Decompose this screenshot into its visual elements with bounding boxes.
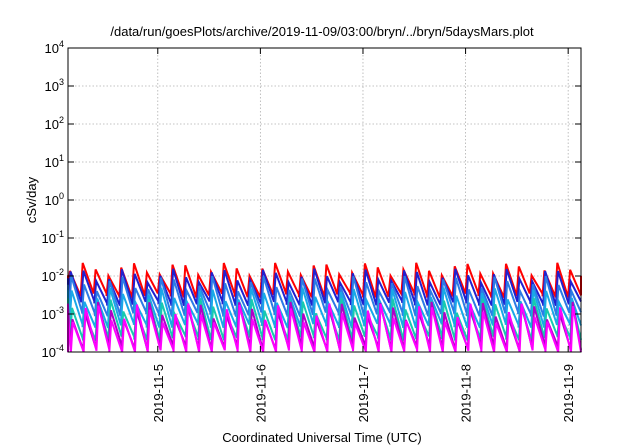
y-axis-label: cSv/day: [24, 176, 39, 223]
y-tick-label: 10-3: [42, 305, 64, 322]
x-tick-label: 2019-11-6: [253, 364, 268, 422]
x-tick-label: 2019-11-8: [459, 364, 474, 422]
chart-title: /data/run/goesPlots/archive/2019-11-09/0…: [110, 24, 534, 39]
series-line-7: [67, 303, 582, 353]
x-tick-label: 2019-11-9: [561, 364, 576, 422]
y-tick-label: 100: [45, 191, 64, 208]
x-tick-label: 2019-11-5: [151, 364, 166, 422]
series-group: [67, 262, 582, 353]
x-tick-label: 2019-11-7: [356, 364, 371, 422]
y-tick-label: 104: [45, 39, 64, 56]
y-tick-label: 10-1: [42, 229, 64, 246]
series-line-1: [67, 262, 582, 299]
y-axis: 10-4 10-3 10-2 10-1 100 101 102 103 104: [42, 39, 581, 360]
series-line-4: [67, 287, 582, 329]
y-tick-label: 102: [45, 115, 64, 132]
x-axis-label: Coordinated Universal Time (UTC): [222, 430, 421, 445]
y-tick-label: 103: [45, 77, 64, 94]
x-axis: 2019-11-5 2019-11-6 2019-11-7 2019-11-8 2019…: [151, 48, 576, 422]
y-tick-label: 10-2: [42, 267, 64, 284]
y-tick-label: 101: [45, 153, 64, 170]
series-line-2: [67, 268, 582, 307]
y-tick-label: 10-4: [42, 343, 64, 360]
